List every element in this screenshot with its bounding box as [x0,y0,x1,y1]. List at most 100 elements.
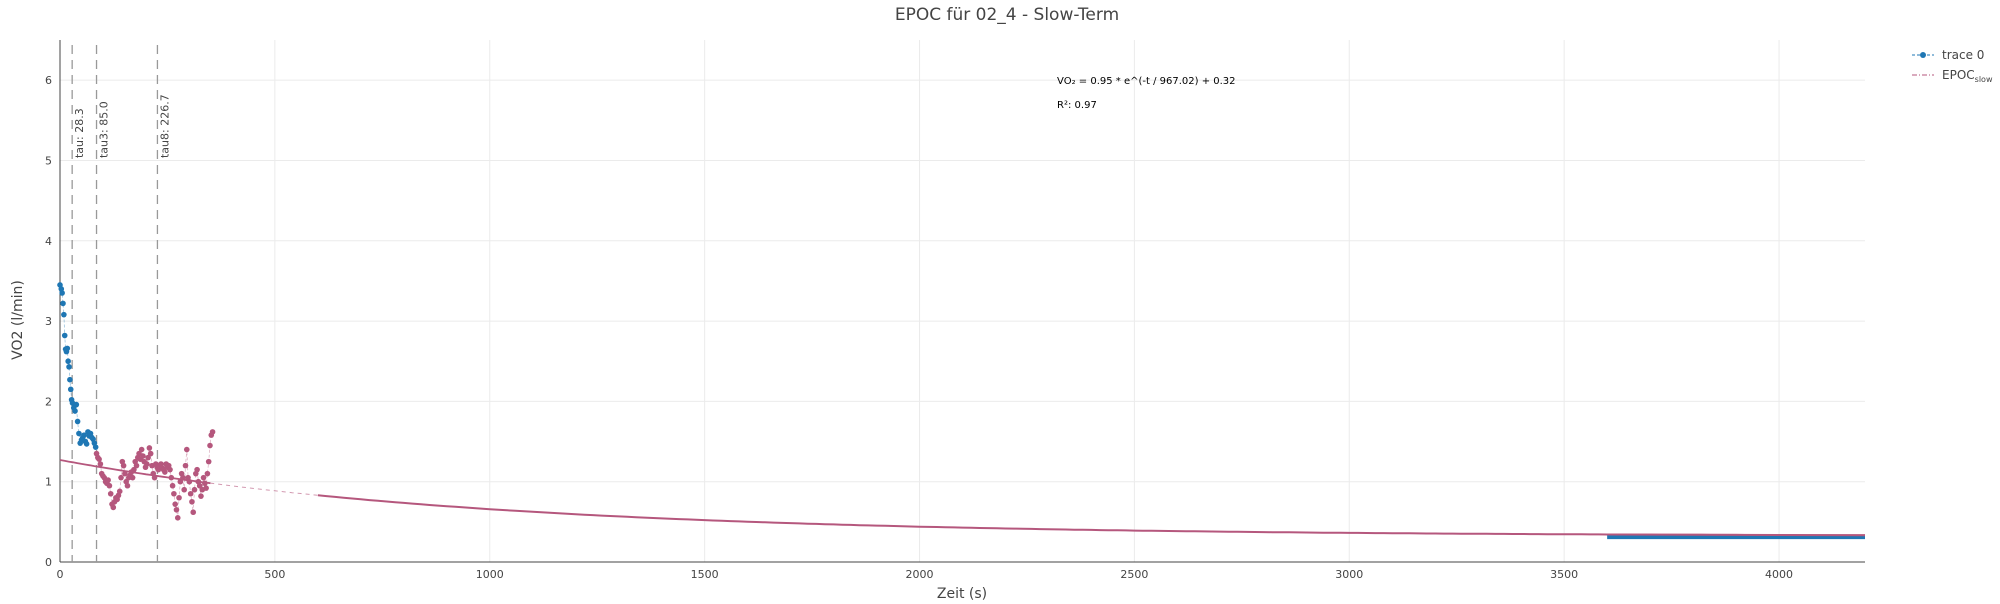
trace-1-point [203,485,209,491]
y-tick-label: 2 [45,395,52,408]
trace-1-point [205,458,212,465]
trace-1-point [129,474,136,481]
x-tick-label: 2500 [1120,568,1148,581]
y-tick-label: 6 [45,74,52,87]
trace-0-point [61,311,67,318]
legend-label: EPOCslow [1942,68,1993,84]
trace-1-point [96,456,102,463]
trace-1-point [176,494,182,501]
trace-1-point [97,461,104,467]
fit-curve-early [59,459,211,485]
y-tick-label: 4 [45,235,52,248]
trace-1-point [194,466,200,473]
y-tick-label: 1 [45,476,52,489]
tau-marker-label: tau3: 85.0 [98,101,111,158]
trace-1-point [133,462,140,469]
trace-1-point [151,474,158,481]
trace-1-point [182,462,189,469]
x-tick-label: 0 [57,568,64,581]
fit-equation-annotation: VO₂ = 0.95 * e^(-t / 967.02) + 0.32 [1057,76,1236,87]
trace-1-point [191,486,198,493]
trace-1-point [147,450,154,457]
r-squared-annotation: R²: 0.97 [1057,100,1097,111]
trace-1-point [190,509,197,516]
tau-marker-label: tau: 28.3 [73,108,86,158]
trace-1-point [181,486,188,493]
x-tick-label: 500 [264,568,285,581]
trace-0-point [67,386,74,393]
fit-curve-epoc-slow [317,494,1865,537]
series-layer [57,282,1866,540]
trace-1-point [146,445,153,451]
trace-1-point [174,515,181,521]
x-tick-label: 4000 [1765,568,1793,581]
trace-1-point [105,477,111,483]
trace-0-point [67,376,73,383]
trace-0-point [74,418,81,425]
annotations: VO₂ = 0.95 * e^(-t / 967.02) + 0.32 R²: 0… [1057,76,1236,111]
x-tick-label: 1000 [476,568,504,581]
trace-1-point [209,429,216,435]
trace-1-point [131,466,137,473]
trace-0-point [64,345,71,352]
trace-1-point [145,454,151,461]
y-tick-label: 5 [45,154,52,167]
trace-0-point [92,444,99,450]
trace-0-point [66,364,72,370]
trace-0-point [81,432,87,438]
trace-1-point [177,478,184,485]
trace-1-point [138,446,145,453]
legend-label-subscript: slow [1975,75,1993,84]
trace-1-point [196,482,203,489]
trace-1-point [198,493,204,499]
trace-1-point [162,469,168,475]
trace-1-point [189,498,195,505]
y-axis-title: VO2 (l/min) [10,280,26,360]
trace-1-point [116,488,123,495]
x-axis-title: Zeit (s) [937,586,987,600]
trace-1-point [120,462,127,469]
trace-0-point [76,430,82,437]
legend-item[interactable]: EPOCslow [1912,68,1993,84]
trace-1-point [167,466,173,473]
trace-1-point [202,480,208,487]
trace-1-point [186,478,193,485]
trace-1-point [200,474,207,481]
trace-1-point [187,490,194,497]
trace-0-point [83,441,90,447]
chart-title: EPOC für 02_4 - Slow-Term [895,5,1119,25]
trace-1-point [122,470,128,477]
trace-1-point [169,482,176,489]
trace-1-point [171,490,177,497]
legend[interactable]: trace 0 EPOCslow [1912,48,1993,84]
trace-1-point [204,470,211,477]
x-tick-label: 1500 [691,568,719,581]
trace-1-point [168,474,175,481]
legend-swatch-marker [1920,52,1926,58]
trace-1-point [172,501,178,507]
trace-0-point [59,290,65,296]
fit-baseline-segment [1607,533,1866,537]
trace-1-point [124,482,131,489]
trace-1-point [144,461,150,467]
trace-0-point [72,408,78,414]
tau-marker-label: tau8: 226.7 [158,94,171,158]
trace-0-point [61,332,68,339]
axes: 0 500 1000 1500 2000 2500 3000 3500 4000 0 1 2 3 4 5 6 [45,40,1865,581]
x-tick-label: 3000 [1335,568,1363,581]
legend-item[interactable]: trace 0 [1912,48,1984,62]
trace-1-point [207,442,213,449]
trace-1-point [183,446,190,453]
trace-1-point [173,507,180,513]
trace-1-point [118,474,124,481]
trace-0-point [73,401,80,408]
y-tick-label: 3 [45,315,52,328]
y-tick-label: 0 [45,556,52,569]
vertical-markers: tau: 28.3 tau3: 85.0 tau8: 226.7 [71,45,171,562]
trace-1-point [110,504,117,511]
x-tick-label: 2000 [906,568,934,581]
trace-1-point [140,453,146,459]
trace-0-point [65,358,71,365]
